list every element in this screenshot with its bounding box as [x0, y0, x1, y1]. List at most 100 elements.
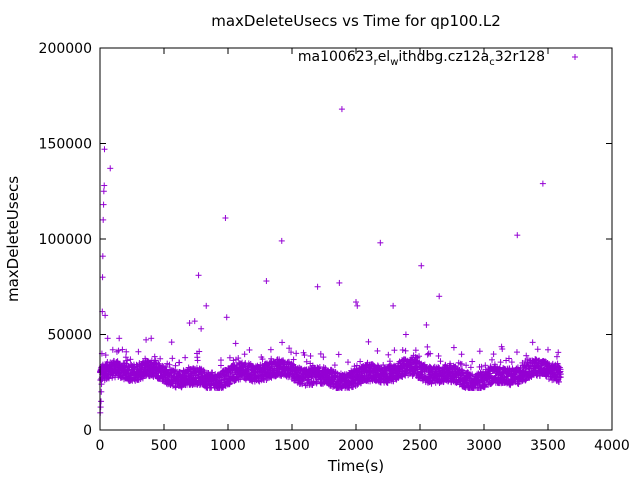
data-point: [497, 359, 504, 366]
data-point: [102, 352, 109, 359]
data-point: [263, 278, 270, 285]
data-point: [148, 335, 155, 342]
data-point: [435, 352, 442, 359]
data-point: [317, 350, 324, 357]
data-point: [115, 347, 122, 354]
x-axis-title: Time(s): [327, 457, 384, 475]
data-point: [191, 318, 198, 325]
data-point: [402, 331, 409, 338]
data-point: [97, 404, 104, 411]
data-point: [286, 345, 293, 352]
data-point: [232, 340, 239, 347]
data-point: [418, 262, 425, 269]
data-point: [290, 356, 297, 363]
data-point: [203, 302, 210, 309]
legend-marker: [572, 54, 578, 60]
data-point: [127, 356, 134, 363]
data-point: [226, 354, 233, 361]
data-point: [98, 381, 105, 388]
data-point: [116, 335, 123, 342]
data-point: [198, 325, 205, 332]
data-point: [99, 253, 106, 260]
data-point: [168, 339, 175, 346]
data-point: [194, 357, 201, 364]
series-points: [97, 106, 564, 416]
data-point: [534, 346, 541, 353]
data-point: [437, 358, 444, 365]
y-tick-label: 150000: [39, 137, 92, 153]
legend: ma100623relwithdbg.cz12ac32r128: [298, 49, 578, 68]
data-point: [351, 363, 358, 370]
data-point: [100, 216, 107, 223]
data-point: [539, 180, 546, 187]
data-point: [458, 351, 465, 358]
data-point: [195, 272, 202, 279]
data-point: [555, 363, 562, 370]
data-point: [331, 362, 338, 369]
data-point: [102, 312, 109, 319]
data-point: [416, 353, 423, 360]
data-point: [152, 357, 159, 364]
data-point: [478, 363, 485, 370]
x-tick-label: 3000: [466, 438, 502, 454]
data-point: [151, 353, 158, 360]
x-tick-label: 2000: [338, 438, 374, 454]
data-point: [424, 343, 431, 350]
data-point: [353, 299, 359, 306]
data-point: [529, 339, 536, 346]
data-point: [230, 357, 237, 364]
data-point: [259, 356, 266, 363]
data-point: [301, 352, 308, 359]
data-point: [109, 346, 116, 353]
data-point: [338, 106, 345, 113]
data-point: [143, 336, 150, 343]
data-point: [99, 274, 106, 281]
data-point: [469, 358, 476, 365]
data-point: [246, 346, 253, 353]
data-point: [293, 350, 300, 357]
data-point: [166, 361, 173, 368]
data-point: [385, 351, 392, 358]
data-point: [98, 398, 105, 405]
data-point: [467, 364, 474, 371]
data-point: [554, 377, 561, 384]
data-point: [101, 146, 108, 153]
data-point: [436, 293, 443, 300]
y-axis: 0 50000 100000 150000 200000: [39, 41, 612, 439]
data-point: [505, 355, 512, 362]
data-point: [508, 359, 515, 366]
data-point: [335, 351, 342, 358]
data-point: [424, 351, 431, 358]
data-point: [490, 351, 497, 358]
data-point: [155, 360, 162, 367]
data-point: [104, 335, 111, 342]
data-point: [412, 347, 419, 354]
x-axis: 0 500 1000 1500 2000 2500 3000 3500 4000: [96, 48, 630, 454]
data-point: [476, 348, 483, 355]
data-point: [100, 201, 107, 208]
x-tick-label: 3500: [530, 438, 566, 454]
data-point: [169, 355, 176, 362]
data-point: [303, 358, 310, 365]
data-point: [288, 349, 295, 356]
data-point: [533, 372, 540, 379]
data-point: [124, 357, 131, 364]
data-point: [402, 347, 409, 354]
data-point: [176, 359, 183, 366]
data-point: [390, 302, 397, 309]
legend-marker-icon: [572, 54, 578, 60]
data-point: [553, 353, 560, 360]
data-point: [182, 354, 189, 361]
data-point: [279, 339, 286, 346]
data-point: [217, 362, 224, 369]
data-point: [428, 380, 435, 387]
data-point: [357, 358, 364, 365]
data-point: [119, 346, 126, 353]
data-point: [267, 346, 274, 353]
x-tick-label: 500: [151, 438, 178, 454]
data-point: [172, 362, 179, 369]
data-point: [391, 347, 398, 354]
data-point: [482, 362, 489, 369]
data-point: [100, 188, 107, 195]
